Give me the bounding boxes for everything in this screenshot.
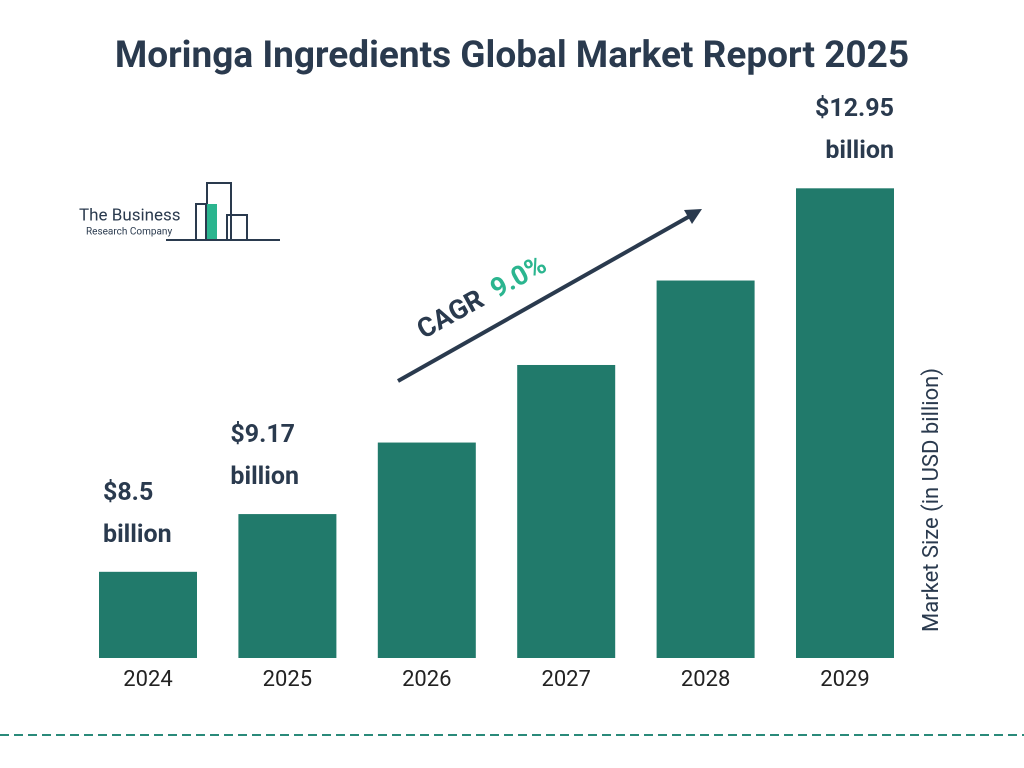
x-tick-label: 2026 [402,667,451,692]
x-tick-label: 2027 [541,667,590,692]
cagr: CAGR 9.0% [411,248,551,345]
value-label: $8.5 billion [103,477,172,549]
bar [796,188,894,659]
value-label: $9.17 billion [230,420,300,492]
bar [99,571,197,658]
x-tick-label: 2029 [820,667,869,692]
bar [517,364,616,658]
logo-bar [207,204,217,240]
arrow-head [684,209,702,224]
x-tick-label: 2028 [681,667,730,692]
bar [377,442,476,658]
logo-text: The Business [79,205,181,225]
cagr-arrow [397,214,691,383]
logo: The Business Research Company [79,182,280,241]
logo-bar [195,203,207,241]
bar [238,514,337,658]
x-tick-label: 2024 [123,667,172,692]
x-tick-label: 2025 [263,667,312,692]
chart-title: Moringa Ingredients Global Market Report… [114,34,910,77]
bar [656,280,755,658]
logo-text: Research Company [86,227,172,238]
y-axis-label: Market Size (in USD billion) [919,368,944,632]
value-label: $12.95 billion [815,94,894,166]
cagr-value: 9.0% [485,248,552,304]
